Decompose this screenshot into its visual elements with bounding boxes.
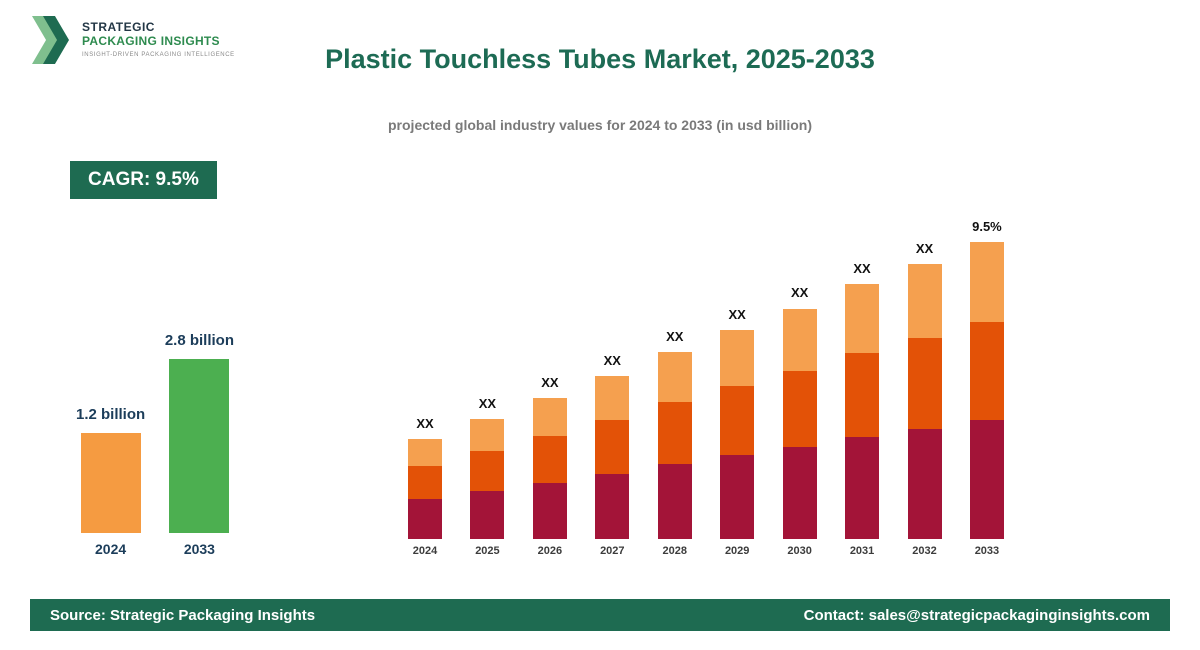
bar-segment-middle-segment <box>720 386 755 455</box>
bar-segment-middle-segment <box>782 371 817 447</box>
bar-segment-top-segment <box>595 376 630 420</box>
bar-segment-bottom-segment <box>969 420 1004 539</box>
bar-top-label: XX <box>728 307 746 322</box>
bar-segment-middle-segment <box>470 451 505 491</box>
logo-tagline: INSIGHT-DRIVEN PACKAGING INTELLIGENCE <box>82 52 235 58</box>
stacked-bar-chart: XX 2024 XX 2025 XX 2026 XX 2027 XX 2028 XX 2029 XX 20… <box>408 212 1004 557</box>
bar <box>80 433 141 533</box>
stacked-bar <box>532 398 567 539</box>
footer-bar: Source: Strategic Packaging Insights Con… <box>30 599 1170 631</box>
bar <box>169 359 230 533</box>
axis-year-label: 2033 <box>183 541 215 557</box>
bar-segment-top-segment <box>845 284 880 353</box>
stacked-bar <box>595 376 630 539</box>
cagr-badge: CAGR: 9.5% <box>70 161 217 199</box>
axis-year-label: 2024 <box>412 545 438 557</box>
bar-top-label: 9.5% <box>972 219 1002 234</box>
bar-top-label: XX <box>603 353 621 368</box>
axis-year-label: 2025 <box>475 545 500 557</box>
bar-value-label: 2.8 billion <box>164 332 234 349</box>
stacked-bar <box>470 419 505 539</box>
bar-top-label: XX <box>853 261 871 276</box>
bar-segment-bottom-segment <box>907 429 942 539</box>
bar-top-label: XX <box>416 416 434 431</box>
bar-segment-top-segment <box>907 264 942 338</box>
bar-segment-top-segment <box>470 419 505 451</box>
bar-segment-bottom-segment <box>470 491 505 539</box>
footer-source: Source: Strategic Packaging Insights <box>50 606 316 624</box>
bar-group: XX 2028 <box>657 212 692 557</box>
chart-subtitle: projected global industry values for 202… <box>388 117 812 133</box>
axis-year-label: 2026 <box>537 545 563 557</box>
logo: STRATEGIC PACKAGING INSIGHTS INSIGHT-DRI… <box>32 14 235 66</box>
bar-group: XX 2026 <box>532 212 567 557</box>
page-title: Plastic Touchless Tubes Market, 2025-203… <box>325 44 875 74</box>
axis-year-label: 2031 <box>849 545 875 557</box>
axis-year-label: 2027 <box>600 545 625 557</box>
bar-segment-top-segment <box>532 398 567 436</box>
bar-segment-bottom-segment <box>845 437 880 539</box>
bar-segment-middle-segment <box>408 466 442 499</box>
bar-group: 2.8 billion 2033 <box>165 332 234 557</box>
bar-group: XX 2029 <box>720 212 755 557</box>
bar-top-label: XX <box>666 329 684 344</box>
footer-contact: Contact: sales@strategicpackaginginsight… <box>803 606 1150 624</box>
axis-year-label: 2029 <box>724 545 750 557</box>
bar-group: XX 2025 <box>470 212 505 557</box>
bar-segment-top-segment <box>969 242 1004 322</box>
logo-line1: STRATEGIC <box>82 20 155 34</box>
bar-segment-bottom-segment <box>782 447 817 539</box>
bar-top-label: XX <box>790 285 809 300</box>
stacked-bar <box>657 352 692 539</box>
bar-group: XX 2032 <box>907 212 942 557</box>
bar-value-label: 1.2 billion <box>76 406 146 423</box>
bar-group: 1.2 billion 2024 <box>76 332 145 557</box>
stacked-bar <box>720 330 755 539</box>
logo-line2: PACKAGING INSIGHTS <box>82 34 220 48</box>
bar-segment-middle-segment <box>969 322 1004 420</box>
bar-segment-bottom-segment <box>657 464 692 539</box>
bar-segment-middle-segment <box>907 338 942 429</box>
stacked-bar <box>408 439 442 539</box>
logo-text: STRATEGIC PACKAGING INSIGHTS INSIGHT-DRI… <box>82 14 235 58</box>
bar-group: 9.5% 2033 <box>969 212 1004 557</box>
stacked-bar <box>969 242 1004 539</box>
bar-segment-middle-segment <box>845 353 880 437</box>
stacked-bar <box>907 264 942 539</box>
logo-chevron-icon <box>32 14 74 66</box>
bar-top-label: XX <box>915 241 934 256</box>
axis-year-label: 2030 <box>787 545 812 557</box>
bar-segment-bottom-segment <box>408 499 442 539</box>
bar-group: XX 2031 <box>845 212 880 557</box>
bar-group: XX 2027 <box>595 212 630 557</box>
stacked-bar <box>782 308 817 539</box>
bar-group: XX 2024 <box>408 212 442 557</box>
bar-group: XX 2030 <box>782 212 817 557</box>
axis-year-label: 2032 <box>912 545 937 557</box>
bar-segment-top-segment <box>720 330 755 386</box>
bar-segment-middle-segment <box>532 436 567 483</box>
stacked-bar <box>845 284 880 539</box>
bar-segment-top-segment <box>408 439 442 466</box>
axis-year-label: 2024 <box>95 541 127 557</box>
bar-segment-bottom-segment <box>532 483 567 539</box>
bar-segment-bottom-segment <box>595 474 630 539</box>
comparison-bar-chart: 1.2 billion 2024 2.8 billion 2033 <box>76 332 234 557</box>
axis-year-label: 2028 <box>662 545 687 557</box>
bar-segment-top-segment <box>657 352 692 402</box>
bar-top-label: XX <box>478 396 497 411</box>
bar-segment-middle-segment <box>595 420 630 474</box>
bar-segment-middle-segment <box>657 402 692 464</box>
bar-segment-top-segment <box>782 309 817 371</box>
axis-year-label: 2033 <box>974 545 1000 557</box>
bar-top-label: XX <box>541 375 559 390</box>
bar-segment-bottom-segment <box>720 455 755 539</box>
